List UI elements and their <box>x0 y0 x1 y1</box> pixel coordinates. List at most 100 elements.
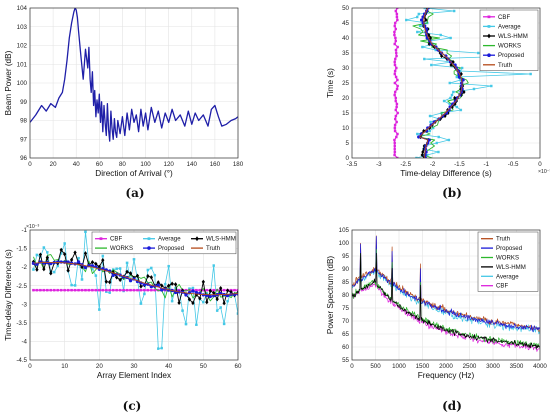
square-marker <box>32 288 35 292</box>
x-tick-label: 160 <box>210 161 221 168</box>
y-tick-label: -3.5 <box>16 320 27 327</box>
caption-b: (b) <box>442 186 462 200</box>
square-marker <box>143 292 146 296</box>
x-axis-label: Array Element Index <box>97 371 171 380</box>
square-marker <box>429 120 432 124</box>
square-marker <box>394 114 398 118</box>
diamond-marker <box>83 251 88 256</box>
panel-a: 0 20 40 60 80 100 120 140 160 180 96 97 98 99 100 101 10… <box>4 5 244 178</box>
square-marker <box>94 288 98 292</box>
y-tick-label: -4.5 <box>16 357 27 364</box>
diamond-marker <box>427 41 431 47</box>
truth-series <box>33 261 238 296</box>
y-tick-label: 50 <box>342 5 349 12</box>
square-marker <box>452 90 455 94</box>
x-tick-label: 3000 <box>486 363 500 370</box>
circle-marker <box>147 246 151 250</box>
tick-labels: -3.5 -3 -2.5 -2 -1.5 -1 -0.5 0 0 5 10 15 20 25 30 35 40 4… <box>342 5 542 168</box>
y-axis-label: Time (s) <box>326 68 335 98</box>
square-marker <box>73 284 77 287</box>
square-marker <box>394 96 397 100</box>
legend-box <box>477 231 539 292</box>
y-tick-label: 98 <box>20 118 27 125</box>
x-tick-label: 500 <box>370 363 381 370</box>
diamond-marker <box>450 104 454 110</box>
caption-d: (d) <box>442 399 462 413</box>
square-marker <box>393 153 396 157</box>
square-marker <box>42 288 46 292</box>
square-marker <box>46 288 49 292</box>
square-marker <box>393 144 396 148</box>
diamond-marker <box>453 95 457 101</box>
square-marker <box>53 288 56 292</box>
diamond-marker <box>187 297 192 302</box>
square-marker <box>108 288 111 292</box>
square-marker <box>434 48 437 52</box>
plot-frame <box>29 7 239 159</box>
circle-marker <box>156 283 160 287</box>
square-marker <box>439 33 442 37</box>
square-marker <box>46 251 49 254</box>
circle-marker <box>42 261 46 265</box>
y-tick-label: -1.5 <box>16 246 27 253</box>
y-tick-label: -3 <box>21 301 27 308</box>
square-marker <box>157 347 160 350</box>
square-marker <box>170 299 174 303</box>
diamond-marker <box>428 35 433 41</box>
diamond-marker <box>219 285 223 291</box>
square-marker <box>529 72 532 76</box>
square-marker <box>53 270 56 274</box>
legend-entry: CBF <box>110 236 122 243</box>
diamond-marker <box>49 271 53 276</box>
square-marker <box>395 54 398 58</box>
x-tick-label: -2.5 <box>400 161 411 168</box>
x-tick-label: -3 <box>376 161 382 168</box>
diamond-marker <box>160 283 164 288</box>
square-marker <box>115 267 118 271</box>
diamond-marker <box>167 283 171 288</box>
x-tick-label: 50 <box>200 363 207 370</box>
x-tick-label: 4000 <box>533 363 547 370</box>
square-marker <box>423 8 426 10</box>
x-tick-label: 40 <box>73 161 80 168</box>
square-marker <box>139 302 143 305</box>
diamond-marker <box>69 257 74 263</box>
x-tick-label: 0 <box>28 161 32 168</box>
diamond-marker <box>94 261 98 267</box>
y-tick-label: 105 <box>339 227 350 234</box>
square-marker <box>460 66 464 70</box>
square-marker <box>49 288 53 292</box>
diamond-marker <box>125 269 129 274</box>
circle-marker <box>184 293 188 297</box>
y-tick-label: 80 <box>342 292 349 299</box>
square-marker <box>449 36 452 40</box>
square-marker <box>472 87 476 91</box>
square-marker <box>450 93 454 97</box>
square-marker <box>219 306 222 309</box>
circle-marker <box>461 78 465 82</box>
x-tick-label: 10 <box>61 363 68 370</box>
square-marker <box>393 129 397 133</box>
square-marker <box>115 288 118 292</box>
y-tick-label: 15 <box>342 110 349 117</box>
diamond-marker <box>424 17 428 23</box>
legend-entry: Truth <box>498 62 512 69</box>
y-tick-label: 40 <box>342 35 349 42</box>
works-series <box>412 8 469 158</box>
square-marker <box>395 105 398 109</box>
plot-series <box>393 8 532 158</box>
legend-entry: WORKS <box>498 43 521 50</box>
truth-series <box>419 8 463 158</box>
square-marker <box>394 36 397 40</box>
diamond-marker <box>459 71 463 77</box>
legend-entry: Average <box>496 273 519 280</box>
x-tick-label: 100 <box>140 161 151 168</box>
cbf-series <box>352 256 540 352</box>
y-tick-label: 100 <box>17 80 28 87</box>
square-marker <box>146 288 150 292</box>
diamond-marker <box>149 275 153 280</box>
square-marker <box>448 81 451 85</box>
diamond-marker <box>101 257 105 263</box>
circle-marker <box>35 262 39 266</box>
square-marker <box>428 114 432 118</box>
